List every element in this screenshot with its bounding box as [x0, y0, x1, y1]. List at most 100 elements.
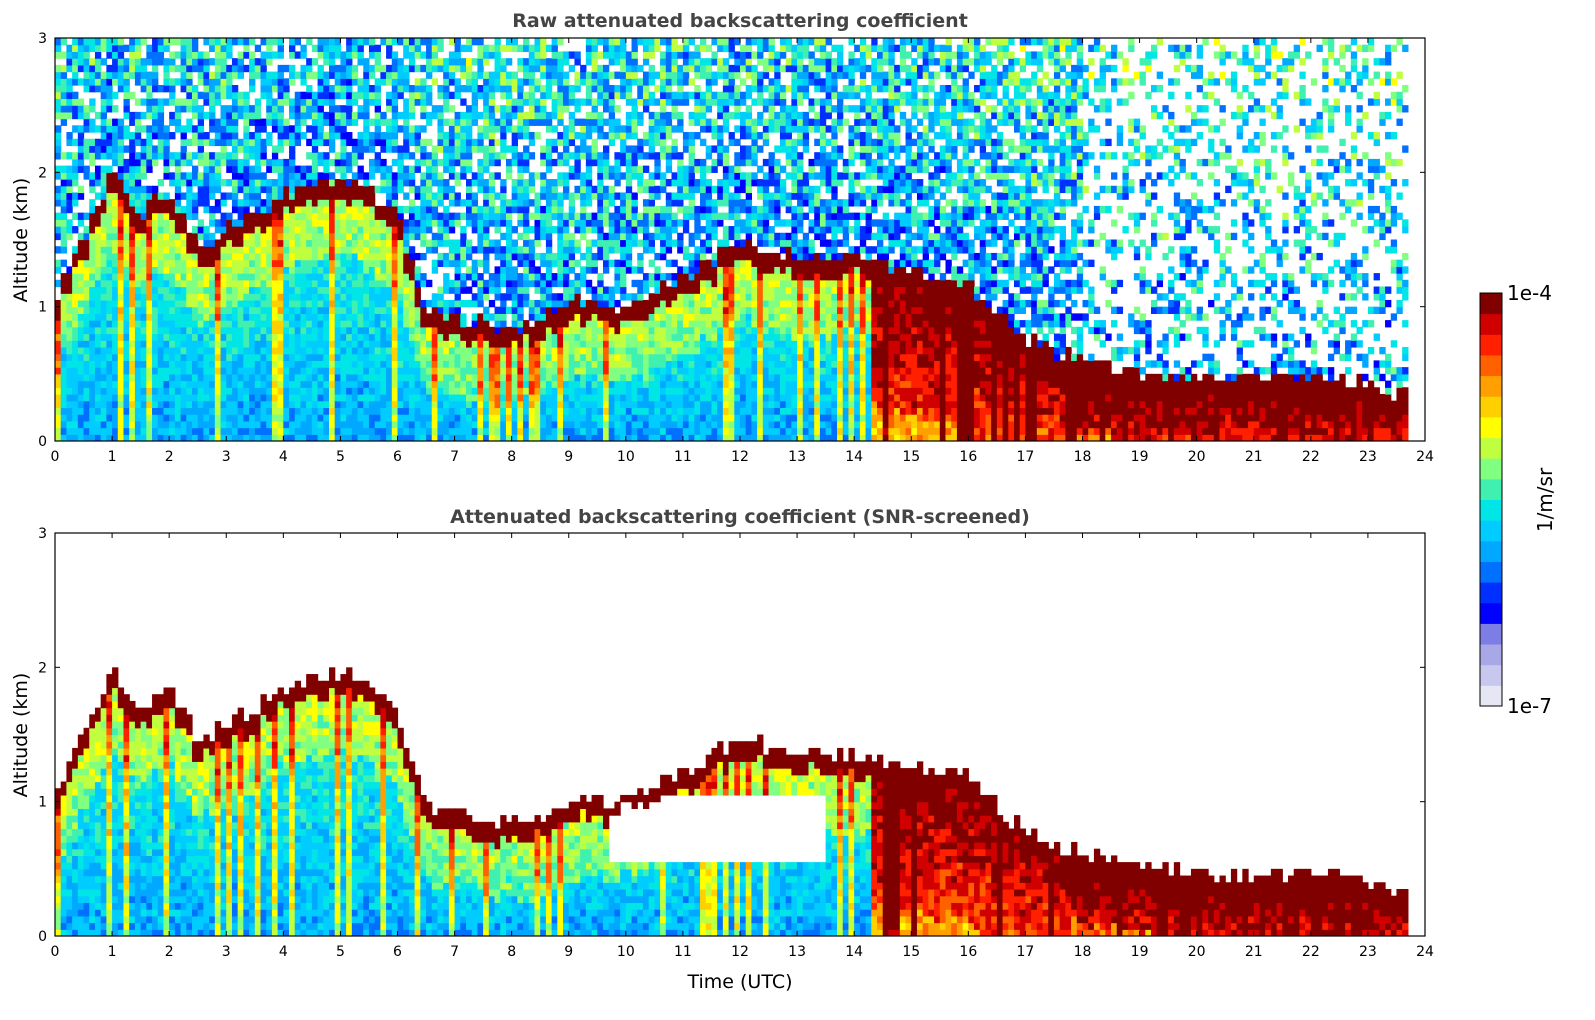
heatmap-cell — [140, 293, 147, 301]
heatmap-cell — [477, 393, 484, 402]
heatmap-cell — [500, 434, 507, 441]
heatmap-cell — [574, 420, 581, 429]
heatmap-cell — [528, 420, 536, 429]
heatmap-cell — [329, 246, 336, 254]
heatmap-cell — [585, 259, 593, 267]
heatmap-cell — [317, 205, 324, 214]
heatmap-cell — [545, 152, 553, 160]
heatmap-cell — [66, 105, 73, 113]
heatmap-cell — [477, 373, 484, 382]
heatmap-cell — [266, 286, 273, 294]
heatmap-cell — [408, 340, 416, 348]
heatmap-cell — [146, 145, 153, 153]
heatmap-cell — [152, 132, 159, 140]
heatmap-cell — [260, 340, 267, 348]
heatmap-cell — [323, 185, 330, 194]
heatmap-cell — [431, 313, 439, 321]
heatmap-cell — [83, 71, 90, 79]
heatmap-cell — [351, 226, 359, 234]
heatmap-cell — [192, 232, 199, 241]
heatmap-cell — [494, 353, 501, 361]
heatmap-cell — [563, 152, 570, 160]
heatmap-cell — [186, 152, 193, 160]
heatmap-cell — [357, 212, 364, 220]
heatmap-cell — [117, 393, 125, 402]
heatmap-cell — [443, 380, 450, 388]
heatmap-cell — [580, 179, 587, 187]
heatmap-cell — [254, 44, 262, 53]
heatmap-cell — [311, 158, 319, 167]
heatmap-cell — [368, 205, 376, 214]
heatmap-cell — [174, 414, 182, 422]
heatmap-cell — [517, 152, 524, 160]
heatmap-cell — [260, 286, 267, 294]
heatmap-cell — [568, 427, 576, 435]
heatmap-cell — [129, 239, 136, 247]
heatmap-cell — [408, 252, 416, 261]
heatmap-cell — [340, 393, 347, 402]
heatmap-cell — [408, 360, 416, 368]
heatmap-cell — [66, 320, 73, 328]
heatmap-cell — [209, 273, 216, 281]
heatmap-cell — [283, 387, 290, 395]
heatmap-cell — [254, 205, 262, 214]
heatmap-cell — [117, 299, 125, 308]
heatmap-cell — [323, 266, 330, 274]
heatmap-cell — [386, 232, 393, 241]
heatmap-cell — [386, 333, 393, 341]
heatmap-cell — [72, 407, 79, 415]
heatmap-cell — [180, 259, 187, 267]
heatmap-cell — [157, 98, 165, 106]
heatmap-cell — [557, 273, 564, 281]
heatmap-cell — [260, 313, 267, 321]
heatmap-cell — [357, 346, 364, 355]
heatmap-cell — [443, 158, 450, 167]
heatmap-cell — [363, 64, 370, 73]
heatmap-cell — [55, 407, 62, 415]
heatmap-cell — [100, 427, 107, 435]
heatmap-cell — [283, 165, 290, 173]
heatmap-cell — [94, 273, 102, 281]
heatmap-cell — [540, 64, 547, 73]
heatmap-cell — [380, 427, 387, 435]
heatmap-cell — [511, 279, 518, 288]
heatmap-cell — [454, 192, 461, 200]
heatmap-cell — [500, 145, 507, 153]
heatmap-cell — [329, 360, 336, 368]
heatmap-cell — [340, 286, 347, 294]
heatmap-cell — [306, 38, 313, 46]
heatmap-cell — [283, 172, 290, 180]
heatmap-cell — [363, 273, 370, 281]
heatmap-cell — [112, 145, 119, 153]
heatmap-cell — [140, 313, 147, 321]
heatmap-cell — [174, 427, 182, 435]
heatmap-cell — [163, 64, 170, 73]
heatmap-cell — [574, 185, 581, 194]
heatmap-cell — [534, 414, 541, 422]
heatmap-cell — [311, 313, 319, 321]
heatmap-cell — [523, 333, 530, 341]
heatmap-cell — [203, 299, 210, 308]
heatmap-cell — [494, 172, 501, 180]
heatmap-cell — [180, 239, 187, 247]
heatmap-cell — [180, 44, 187, 53]
heatmap-cell — [523, 293, 530, 301]
heatmap-cell — [448, 393, 456, 402]
heatmap-cell — [340, 105, 347, 113]
heatmap-cell — [368, 138, 376, 147]
heatmap-cell — [174, 420, 182, 429]
heatmap-cell — [329, 239, 336, 247]
heatmap-cell — [197, 313, 205, 321]
heatmap-cell — [294, 91, 302, 100]
heatmap-cell — [243, 118, 250, 126]
heatmap-cell — [77, 38, 85, 46]
heatmap-cell — [277, 427, 284, 435]
heatmap-cell — [237, 98, 244, 106]
heatmap-cell — [89, 333, 96, 341]
heatmap-cell — [420, 38, 427, 46]
heatmap-cell — [83, 373, 90, 382]
heatmap-cell — [494, 306, 501, 314]
heatmap-cell — [574, 340, 581, 348]
heatmap-cell — [254, 293, 262, 301]
heatmap-cell — [186, 259, 193, 267]
